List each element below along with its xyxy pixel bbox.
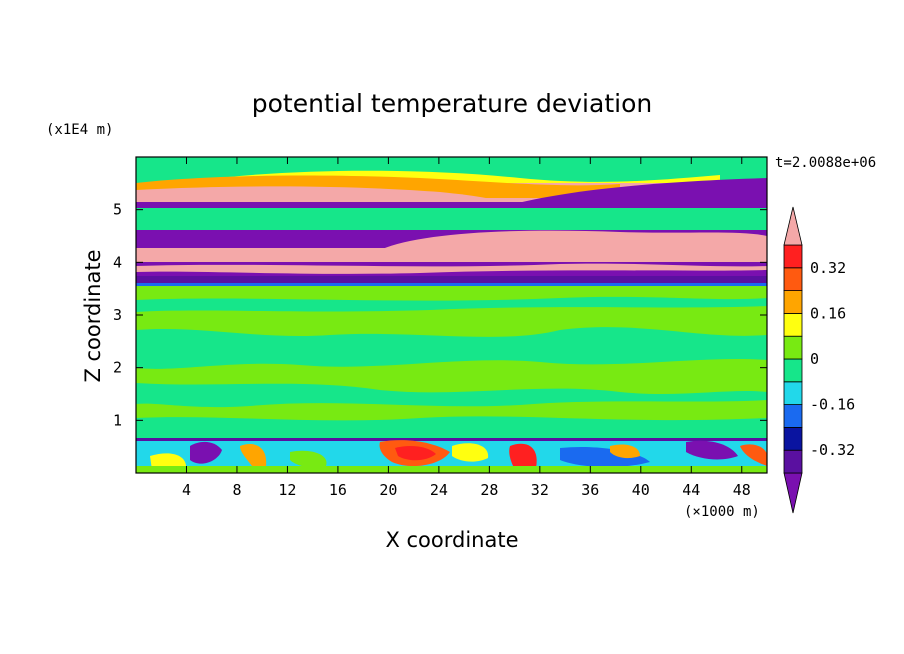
colorbar-swatch — [783, 244, 803, 269]
colorbar-swatch — [783, 335, 803, 360]
x-tick-label: 48 — [733, 481, 751, 499]
colorbar-tick-label: 0.16 — [810, 304, 846, 322]
colorbar-swatch — [783, 312, 803, 337]
colorbar-tick-label: -0.16 — [810, 396, 855, 414]
y-axis: 1 2 3 4 5 — [113, 201, 767, 429]
y-tick-label: 2 — [113, 359, 122, 377]
x-unit-label: (×1000 m) — [684, 504, 760, 520]
colorbar-swatch — [783, 381, 803, 405]
colorbar-swatch — [783, 290, 803, 314]
colorbar-tick-label: 0.32 — [810, 259, 846, 277]
x-tick-label: 8 — [232, 481, 241, 499]
x-tick-label: 40 — [632, 481, 650, 499]
colorbar-swatch — [783, 426, 803, 451]
colorbar-low-extension — [783, 472, 803, 514]
colorbar-swatch — [783, 449, 803, 474]
x-tick-label: 28 — [480, 481, 498, 499]
contour-field — [136, 157, 767, 473]
colorbar-high-extension — [783, 206, 803, 246]
colorbar-swatch — [783, 267, 803, 291]
x-tick-label: 20 — [379, 481, 397, 499]
upper-purple-band — [510, 178, 767, 208]
x-tick-label: 24 — [430, 481, 448, 499]
y-tick-label: 3 — [113, 306, 122, 324]
y-unit-label: (x1E4 m) — [46, 122, 113, 138]
x-axis: 4 8 12 16 20 24 28 32 36 40 44 48 — [182, 157, 751, 499]
x-tick-label: 44 — [682, 481, 700, 499]
time-label: t=2.0088e+06 — [775, 155, 876, 171]
x-tick-label: 32 — [531, 481, 549, 499]
colorbar-swatch — [783, 404, 803, 428]
x-tick-label: 36 — [581, 481, 599, 499]
chart-title: potential temperature deviation — [252, 89, 652, 118]
x-tick-label: 16 — [329, 481, 347, 499]
y-tick-label: 4 — [113, 253, 122, 271]
x-tick-label: 4 — [182, 481, 191, 499]
y-tick-label: 5 — [113, 201, 122, 219]
colorbar-swatch — [783, 358, 803, 383]
y-axis-title: Z coordinate — [81, 249, 105, 382]
colorbar: 0.32 0.16 0 -0.16 -0.32 — [783, 206, 855, 514]
y-tick-label: 1 — [113, 411, 122, 429]
colorbar-tick-label: 0 — [810, 350, 819, 368]
x-tick-label: 12 — [278, 481, 296, 499]
x-axis-title: X coordinate — [385, 528, 518, 552]
colorbar-tick-label: -0.32 — [810, 441, 855, 459]
